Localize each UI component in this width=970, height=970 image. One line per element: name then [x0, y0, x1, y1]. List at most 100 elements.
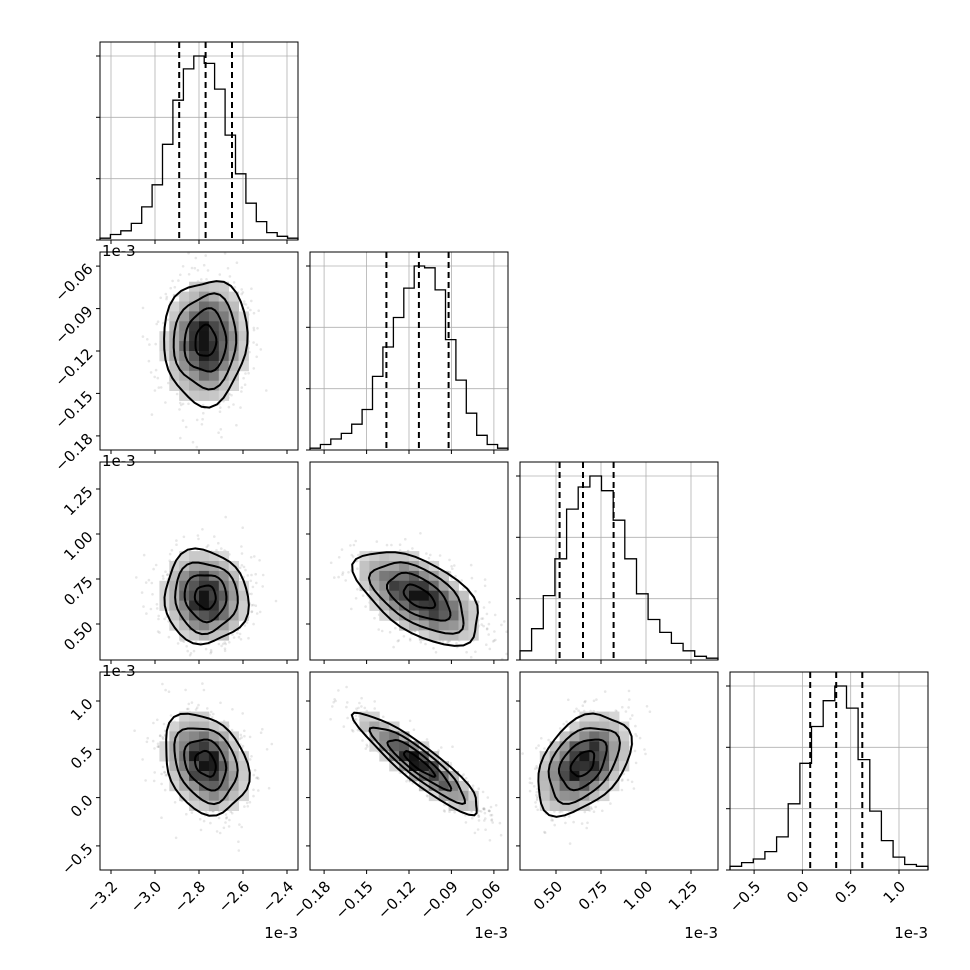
scatter-point	[267, 786, 271, 790]
density-cell	[179, 620, 190, 631]
scatter-point	[242, 302, 246, 306]
density-cell	[228, 780, 239, 792]
scatter-point	[411, 547, 414, 550]
scatter-point	[360, 705, 363, 708]
density-cell	[228, 570, 239, 582]
density-cell	[409, 610, 420, 621]
density-cell	[228, 790, 239, 802]
scatter-point	[451, 567, 454, 571]
scatter-point	[163, 771, 166, 774]
density-cell	[179, 711, 190, 722]
density-cell	[238, 580, 249, 592]
density-cell	[218, 761, 230, 772]
scatter-point	[142, 605, 145, 608]
density-cell	[438, 600, 449, 611]
density-cell	[238, 761, 249, 772]
scatter-point	[153, 771, 156, 774]
scatter-point	[464, 821, 468, 824]
density-cell	[399, 561, 410, 572]
scatter-point	[482, 807, 486, 810]
density-cell	[218, 380, 230, 391]
scatter-point	[171, 279, 174, 283]
scatter-point	[169, 286, 172, 290]
panel-0-2	[99, 461, 299, 661]
scatter-point	[190, 266, 194, 270]
density-cell	[179, 301, 190, 312]
scatter-point	[405, 780, 408, 783]
scatter-point	[155, 603, 159, 606]
scatter-point	[334, 699, 337, 703]
scatter-point	[373, 616, 376, 620]
scatter-point	[250, 610, 253, 614]
density-cell	[418, 620, 430, 631]
contour-line	[194, 749, 217, 778]
scatter-point	[252, 773, 256, 777]
scatter-point	[161, 765, 165, 769]
scatter-point	[224, 813, 228, 816]
density-cell	[199, 741, 210, 752]
density-cell	[169, 771, 180, 782]
scatter-point	[488, 839, 492, 842]
density-cell	[228, 321, 239, 332]
scatter-point	[238, 566, 242, 570]
scatter-point	[259, 731, 263, 734]
scatter-point	[356, 567, 359, 570]
density-cell	[428, 630, 440, 641]
density-cell	[179, 390, 190, 401]
scatter-point	[255, 355, 258, 359]
scatter-point	[631, 714, 634, 717]
scatter-point	[142, 553, 146, 557]
density-cell	[179, 630, 190, 641]
density-cell	[208, 590, 220, 601]
density-cell	[418, 561, 430, 572]
scatter-point	[350, 553, 354, 557]
scatter-point	[209, 648, 213, 652]
density-cell	[389, 741, 400, 752]
scatter-point	[187, 702, 191, 706]
scatter-point	[167, 690, 171, 693]
scatter-point	[147, 359, 151, 363]
density-cell	[369, 721, 380, 732]
density-cell	[199, 790, 210, 802]
scatter-point	[159, 386, 163, 389]
scatter-point	[177, 279, 180, 282]
density-cell	[199, 800, 210, 811]
scatter-point	[397, 639, 401, 642]
scatter-point	[256, 776, 259, 779]
scatter-point	[366, 745, 369, 748]
scatter-point	[240, 292, 243, 296]
scatter-point	[252, 622, 255, 626]
density-cell	[428, 751, 440, 762]
density-cell	[369, 551, 380, 562]
scatter-point	[490, 819, 493, 822]
scatter-point	[160, 772, 163, 776]
density-cell	[208, 301, 220, 312]
scatter-point	[464, 777, 468, 780]
contour-line	[165, 712, 251, 817]
scatter-point	[256, 327, 259, 330]
density-cell	[359, 570, 370, 582]
scatter-point	[190, 811, 194, 814]
scatter-point	[164, 570, 167, 573]
scatter-point	[426, 795, 429, 798]
scatter-point	[201, 417, 204, 421]
density-cell	[208, 390, 220, 401]
scatter-point	[158, 631, 161, 634]
density-cell	[228, 620, 239, 631]
scatter-point	[469, 655, 473, 659]
density-cell	[369, 600, 380, 611]
scatter-point	[156, 745, 160, 748]
scatter-point	[246, 805, 250, 808]
scatter-point	[173, 801, 177, 804]
density-cell	[199, 751, 210, 762]
density-cell	[218, 590, 230, 601]
scatter-point	[355, 718, 358, 721]
scatter-point	[155, 322, 158, 326]
scatter-point	[157, 386, 161, 389]
contour-line	[386, 738, 453, 792]
scatter-point	[141, 758, 144, 761]
scatter-point	[239, 638, 243, 641]
density-cell	[189, 800, 200, 811]
density-cell	[438, 630, 449, 641]
density-cell	[228, 590, 239, 601]
